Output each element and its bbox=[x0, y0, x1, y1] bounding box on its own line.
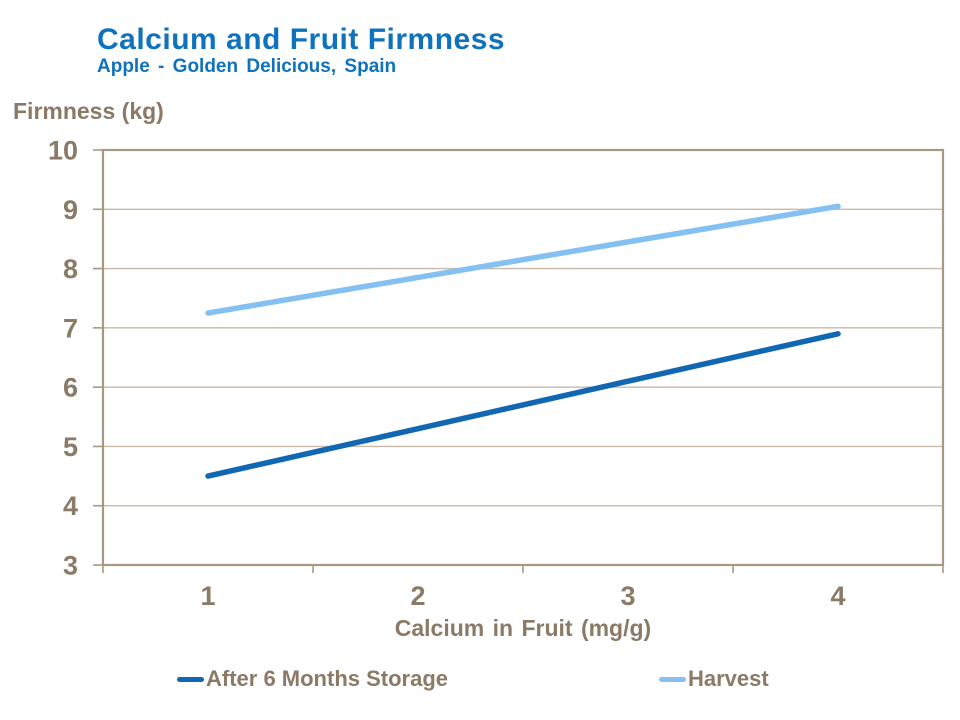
y-tick-label: 10 bbox=[48, 136, 78, 166]
chart-title: Calcium and Fruit Firmness bbox=[97, 23, 506, 56]
x-tick-label: 3 bbox=[620, 581, 635, 611]
y-tick-label: 4 bbox=[63, 491, 78, 521]
y-axis-title: Firmness (kg) bbox=[13, 98, 164, 124]
legend-label: After 6 Months Storage bbox=[206, 666, 449, 691]
y-tick-label: 5 bbox=[63, 432, 78, 462]
legend-label: Harvest bbox=[688, 666, 769, 691]
legend-item-after-storage: After 6 Months Storage bbox=[177, 665, 448, 693]
chart-subtitle: Apple - Golden Delicious, Spain bbox=[97, 56, 397, 77]
y-tick-label: 8 bbox=[63, 254, 78, 284]
series-line-after-6-months-storage bbox=[205, 331, 841, 479]
x-tick-label: 2 bbox=[410, 581, 425, 611]
legend-item-harvest: Harvest bbox=[659, 665, 769, 693]
x-tick-label: 4 bbox=[830, 581, 845, 611]
y-tick-label: 9 bbox=[63, 195, 78, 225]
series-line-harvest bbox=[205, 203, 841, 316]
y-tick-label: 3 bbox=[63, 551, 78, 581]
legend-swatch-harvest-line bbox=[659, 676, 686, 682]
legend-swatch-after-storage-line bbox=[177, 676, 204, 682]
plot-frame bbox=[101, 148, 945, 567]
x-tick-label: 1 bbox=[200, 581, 215, 611]
x-axis-title: Calcium in Fruit (mg/g) bbox=[394, 615, 652, 641]
y-tick-label: 6 bbox=[63, 373, 78, 403]
y-tick-label: 7 bbox=[63, 313, 78, 343]
